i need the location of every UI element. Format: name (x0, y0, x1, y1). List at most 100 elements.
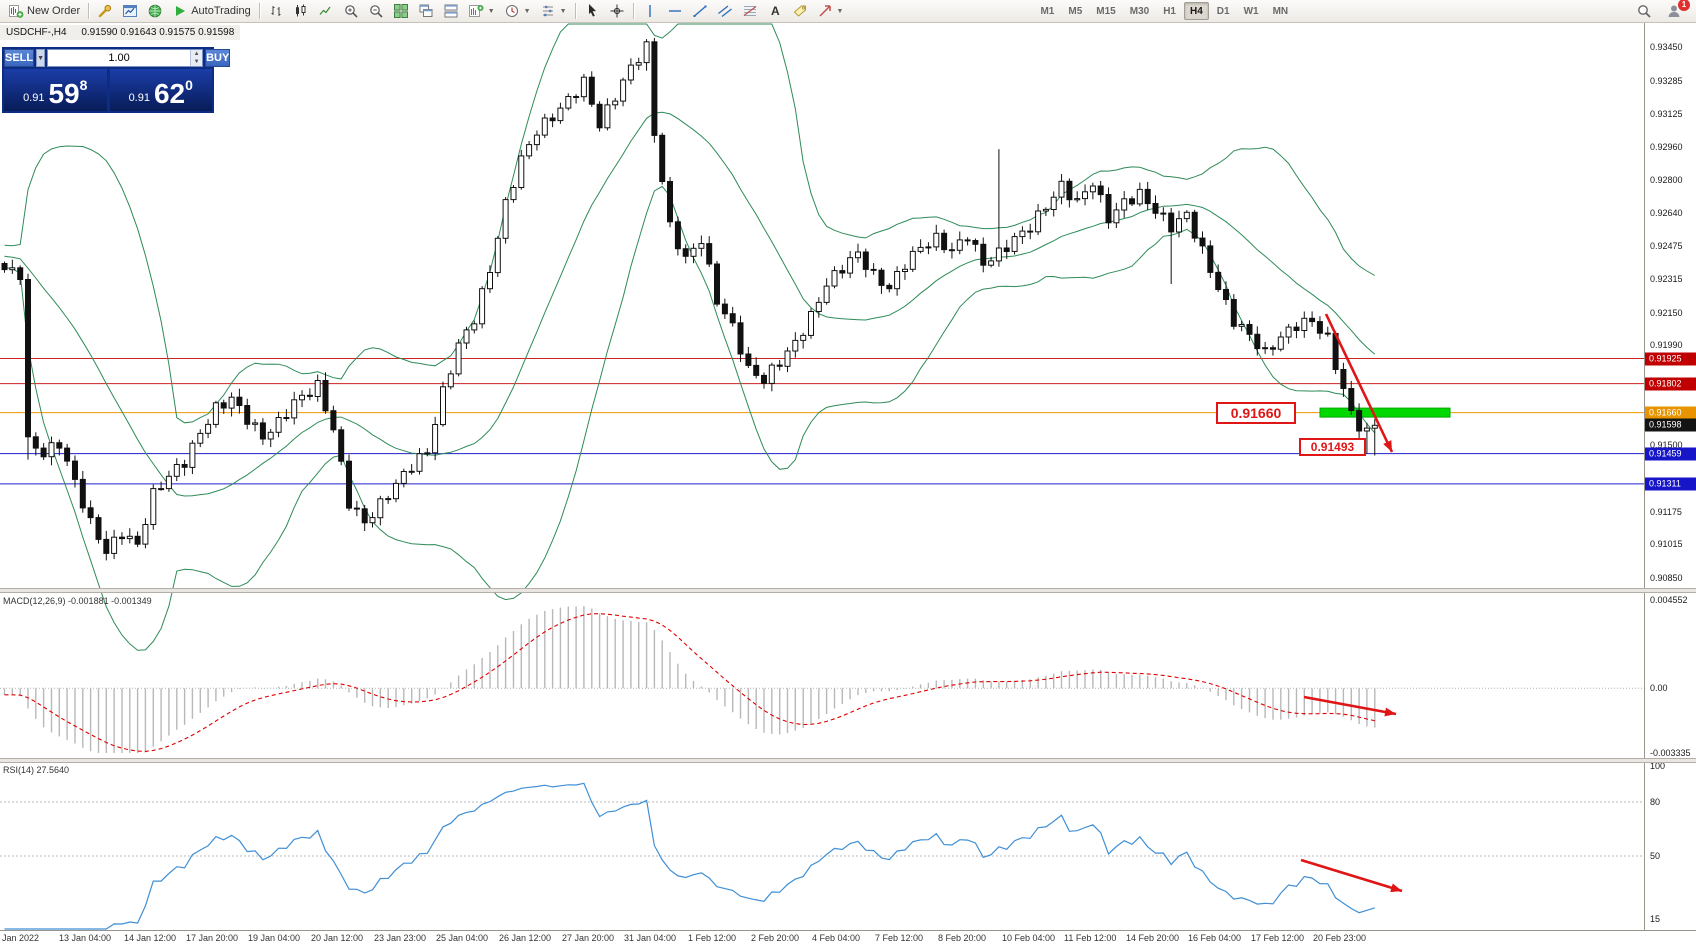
timeframe-m5-button[interactable]: M5 (1062, 2, 1088, 20)
bar-chart-icon (271, 6, 281, 16)
crosshair-icon (610, 4, 624, 18)
equidistant-channel-button[interactable] (713, 1, 737, 21)
candle-chart-button[interactable] (289, 1, 313, 21)
price-tag-0.91598[interactable]: 0.91598 (1645, 418, 1696, 432)
rsi-axis-label: 50 (1650, 851, 1661, 861)
strategy-tester-button[interactable] (118, 1, 142, 21)
volume-field-wrap: ▲ ▼ (47, 49, 204, 67)
separator (258, 3, 260, 19)
arrow-tools-button[interactable]: ▼ (813, 1, 848, 21)
timeframe-mn-button[interactable]: MN (1267, 2, 1295, 20)
play-icon (176, 6, 186, 16)
time-axis-label: 13 Jan 04:00 (59, 933, 112, 943)
bar-chart-button[interactable] (264, 1, 288, 21)
tile-windows-button[interactable] (389, 1, 413, 21)
price-axis-label: 0.93125 (1650, 108, 1683, 119)
timeframe-h4-button[interactable]: H4 (1183, 2, 1209, 20)
cascade-windows-button[interactable] (414, 1, 438, 21)
text-label-button[interactable] (788, 1, 812, 21)
new-chart-button[interactable]: ▼ (464, 1, 499, 21)
metaeditor-button[interactable] (93, 1, 117, 21)
price-axis-separator (1644, 23, 1645, 930)
price-annotation-box-91493[interactable]: 0.91493 (1299, 437, 1366, 456)
sell-button[interactable]: SELL (4, 49, 35, 67)
vertical-line-button[interactable] (638, 1, 662, 21)
caret-down-icon: ▼ (37, 54, 45, 62)
horizontal-line-icon (668, 10, 681, 12)
chart-canvas[interactable] (0, 23, 1696, 945)
time-axis-label: 1 Feb 12:00 (688, 933, 737, 943)
sell-price-display[interactable]: 0.91 59 8 (4, 69, 107, 111)
chart-properties-button[interactable]: ▼ (536, 1, 571, 21)
price-axis-label: 0.91175 (1650, 506, 1682, 517)
caret-down-icon: ▼ (523, 7, 531, 15)
time-axis-label: 14 Jan 12:00 (124, 933, 177, 943)
price-axis-label: 0.92150 (1650, 307, 1683, 318)
price-tag-0.91660[interactable]: 0.91660 (1645, 406, 1696, 420)
crosshair-button[interactable] (605, 1, 629, 21)
ohlc-values: 0.91590 0.91643 0.91575 0.91598 (81, 27, 235, 38)
line-chart-button[interactable] (314, 1, 338, 21)
macd-panel-divider[interactable] (0, 588, 1696, 593)
time-axis-label: 17 Feb 12:00 (1251, 933, 1305, 943)
price-tag-0.91925[interactable]: 0.91925 (1645, 352, 1696, 365)
new-order-button[interactable]: New Order (4, 1, 84, 21)
sell-price-big: 59 (48, 78, 80, 109)
rsi-panel-divider[interactable] (0, 758, 1696, 763)
toolbar-right-icons: 1 (1632, 0, 1690, 21)
price-axis-label: 0.92800 (1650, 174, 1683, 185)
time-axis-label: 7 Feb 12:00 (875, 933, 924, 943)
buy-price-display[interactable]: 0.91 62 0 (109, 69, 212, 111)
volume-spinner: ▲ ▼ (190, 50, 203, 66)
zoom-in-icon (344, 5, 358, 18)
timeframe-h1-button[interactable]: H1 (1157, 2, 1182, 20)
timeframe-m1-button[interactable]: M1 (1034, 2, 1060, 20)
volume-input[interactable] (48, 50, 191, 66)
notification-badge: 1 (1678, 0, 1690, 11)
time-axis-label: 31 Jan 04:00 (624, 933, 677, 943)
buy-button[interactable]: BUY (205, 49, 231, 67)
buy-price-big: 62 (153, 78, 186, 109)
search-button[interactable] (1632, 1, 1656, 21)
arrange-windows-icon (444, 4, 458, 18)
buy-price-sup: 0 (185, 77, 193, 93)
label-tag-icon (793, 5, 806, 17)
price-axis-label: 0.92315 (1650, 273, 1683, 284)
timeframe-w1-button[interactable]: W1 (1238, 2, 1265, 20)
price-tag-0.91311[interactable]: 0.91311 (1645, 477, 1696, 491)
chart-window-icon (123, 5, 138, 17)
text-button[interactable]: A (763, 1, 787, 21)
tile-windows-icon (393, 4, 408, 18)
time-axis-label: 27 Jan 20:00 (562, 933, 615, 943)
timeframe-d1-button[interactable]: D1 (1211, 2, 1236, 20)
wrench-icon (98, 4, 112, 18)
price-annotation-box-91660[interactable]: 0.91660 (1216, 401, 1296, 424)
trendline-button[interactable] (688, 1, 712, 21)
price-tag-0.91802[interactable]: 0.91802 (1645, 377, 1696, 391)
periods-dropdown-button[interactable]: ▼ (500, 1, 535, 21)
zoom-in-button[interactable] (339, 1, 363, 21)
trendline-icon (693, 5, 707, 17)
fibonacci-icon (743, 6, 756, 16)
time-axis-label: 8 Feb 20:00 (938, 933, 987, 943)
volume-up-button[interactable]: ▲ (191, 50, 203, 58)
rsi-value: 27.5640 (36, 765, 70, 775)
notifications-button[interactable]: 1 (1662, 0, 1690, 21)
market-watch-button[interactable] (143, 1, 167, 21)
fibonacci-button[interactable] (738, 1, 762, 21)
autotrading-button[interactable]: AutoTrading (168, 1, 255, 21)
volume-down-button[interactable]: ▼ (191, 58, 203, 66)
price-axis-label: 0.91015 (1650, 539, 1683, 550)
timeframe-m15-button[interactable]: M15 (1090, 2, 1121, 20)
cursor-button[interactable] (580, 1, 604, 21)
horizontal-line-button[interactable] (663, 1, 687, 21)
zoom-out-button[interactable] (364, 1, 388, 21)
price-tag-0.91459[interactable]: 0.91459 (1645, 447, 1696, 461)
arrange-windows-button[interactable] (439, 1, 463, 21)
timeframe-m30-button[interactable]: M30 (1124, 2, 1155, 20)
volume-preset-dropdown[interactable]: ▼ (36, 49, 46, 67)
separator (88, 3, 90, 19)
caret-down-icon: ▼ (487, 7, 495, 15)
green-zone-rect[interactable] (1319, 407, 1451, 418)
toolbar: New Order AutoTrading ▼ ▼ ▼ A ▼ M (0, 0, 1696, 23)
